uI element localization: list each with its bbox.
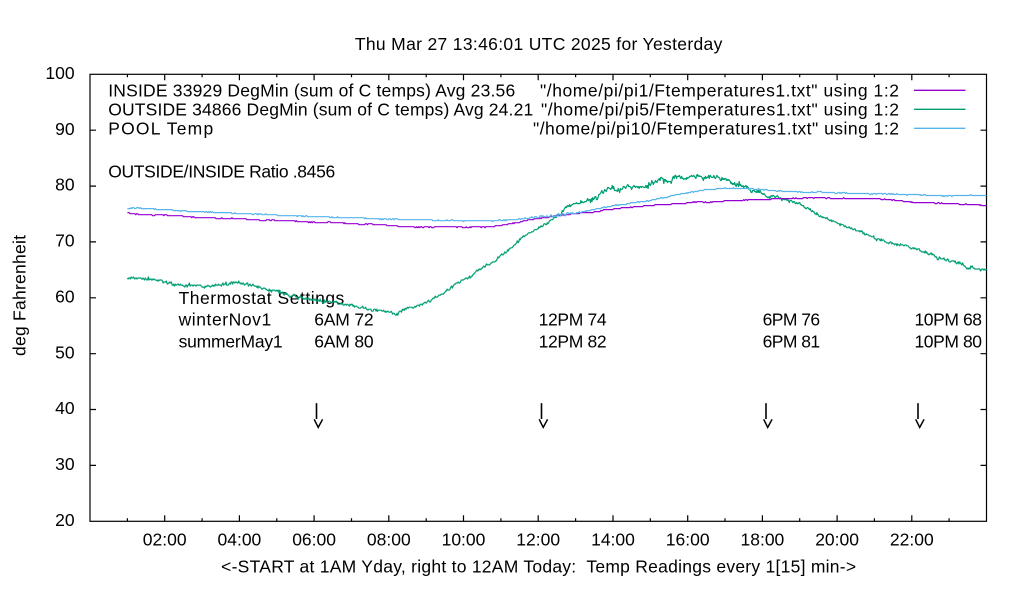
svg-text:deg Fahrenheit: deg Fahrenheit bbox=[10, 235, 30, 356]
svg-text:summerMay1: summerMay1 bbox=[179, 332, 283, 352]
svg-text:6PM 76: 6PM 76 bbox=[763, 310, 821, 330]
svg-text:20: 20 bbox=[55, 510, 75, 530]
svg-text:6AM 80: 6AM 80 bbox=[314, 332, 374, 352]
svg-text:90: 90 bbox=[55, 119, 75, 139]
svg-text:22:00: 22:00 bbox=[890, 530, 934, 550]
svg-text:18:00: 18:00 bbox=[741, 530, 785, 550]
svg-text:30: 30 bbox=[55, 454, 75, 474]
svg-text:Thermostat Settings: Thermostat Settings bbox=[179, 288, 345, 308]
svg-text:02:00: 02:00 bbox=[143, 530, 187, 550]
svg-text:Thu Mar 27 13:46:01 UTC 2025 f: Thu Mar 27 13:46:01 UTC 2025 for Yesterd… bbox=[355, 34, 723, 54]
svg-text:"/home/pi/pi1/Ftemperatures1.t: "/home/pi/pi1/Ftemperatures1.txt" using … bbox=[540, 80, 899, 100]
svg-text:6AM 72: 6AM 72 bbox=[314, 310, 373, 330]
svg-text:16:00: 16:00 bbox=[666, 530, 710, 550]
svg-text:12PM 74: 12PM 74 bbox=[539, 310, 607, 330]
svg-text:OUTSIDE 34866 DegMin (sum of C: OUTSIDE 34866 DegMin (sum of C temps) Av… bbox=[108, 99, 533, 119]
svg-text:6PM 81: 6PM 81 bbox=[763, 332, 821, 352]
svg-text:INSIDE 33929 DegMin (sum of C: INSIDE 33929 DegMin (sum of C temps) Avg… bbox=[108, 80, 515, 100]
svg-text:06:00: 06:00 bbox=[292, 530, 336, 550]
svg-text:winterNov1: winterNov1 bbox=[178, 310, 272, 330]
svg-text:100: 100 bbox=[45, 63, 74, 83]
svg-text:08:00: 08:00 bbox=[367, 530, 411, 550]
svg-text:40: 40 bbox=[55, 398, 75, 418]
svg-text:50: 50 bbox=[55, 342, 75, 362]
svg-text:"/home/pi/pi10/Ftemperatures1.: "/home/pi/pi10/Ftemperatures1.txt" using… bbox=[533, 118, 899, 138]
svg-text:OUTSIDE/INSIDE Ratio .8456: OUTSIDE/INSIDE Ratio .8456 bbox=[108, 162, 335, 182]
svg-text:20:00: 20:00 bbox=[815, 530, 859, 550]
svg-text:70: 70 bbox=[55, 231, 75, 251]
svg-text:04:00: 04:00 bbox=[218, 530, 262, 550]
svg-text:10PM 68: 10PM 68 bbox=[915, 310, 983, 330]
svg-text:12PM 82: 12PM 82 bbox=[539, 332, 607, 352]
svg-text:POOL Temp: POOL Temp bbox=[108, 118, 213, 138]
svg-text:10PM 80: 10PM 80 bbox=[915, 332, 983, 352]
svg-text:"/home/pi/pi5/Ftemperatures1.t: "/home/pi/pi5/Ftemperatures1.txt" using … bbox=[541, 99, 899, 119]
svg-text:<-START at 1AM Yday, right to: <-START at 1AM Yday, right to 12AM Today… bbox=[221, 556, 856, 576]
svg-text:14:00: 14:00 bbox=[591, 530, 635, 550]
svg-text:60: 60 bbox=[55, 286, 75, 306]
svg-text:80: 80 bbox=[55, 175, 75, 195]
svg-text:12:00: 12:00 bbox=[516, 530, 560, 550]
svg-text:10:00: 10:00 bbox=[442, 530, 486, 550]
